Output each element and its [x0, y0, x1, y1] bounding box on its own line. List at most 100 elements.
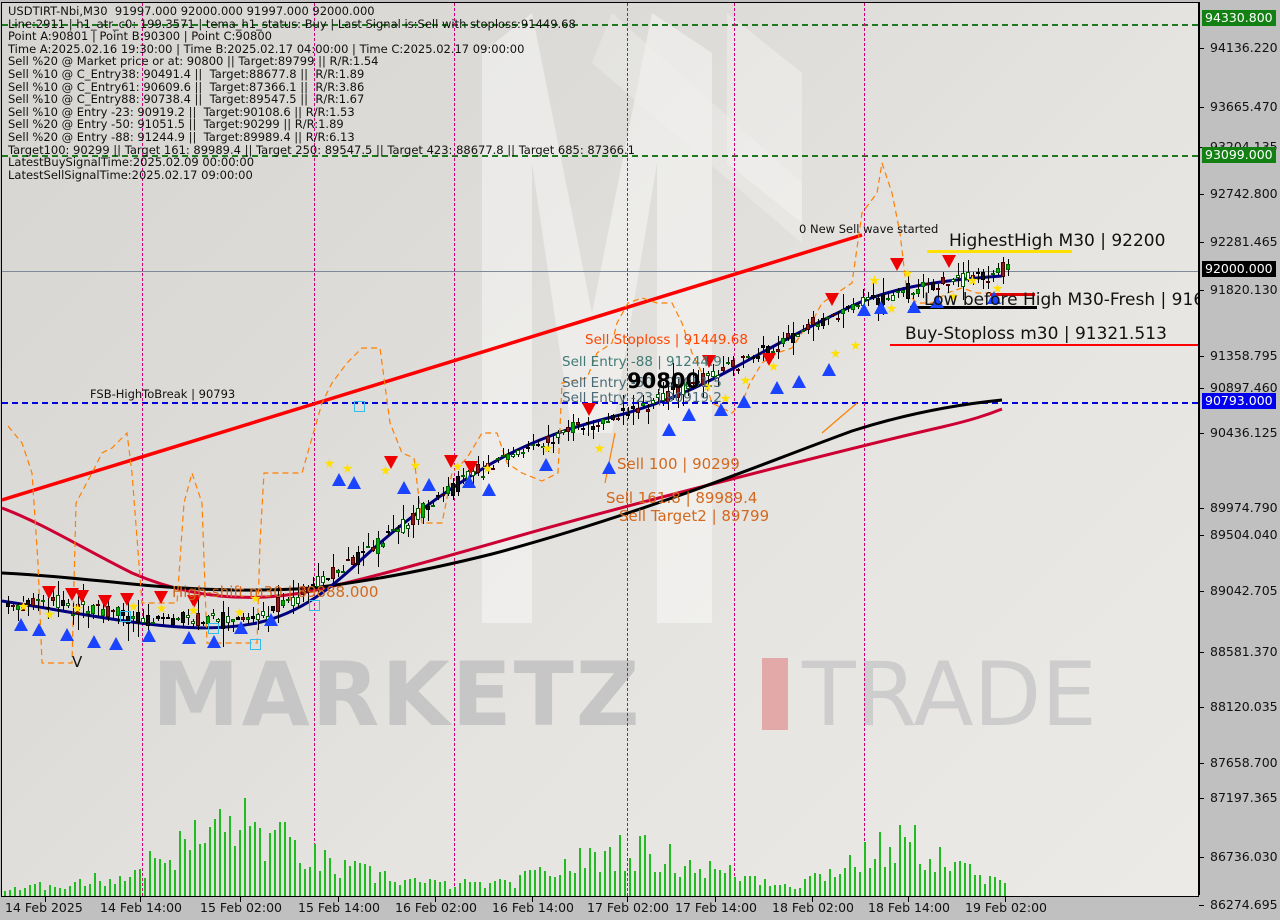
- candle-body[interactable]: [846, 306, 850, 309]
- candle-body[interactable]: [271, 606, 275, 611]
- candle-body[interactable]: [356, 551, 360, 565]
- candle-body[interactable]: [161, 616, 165, 619]
- candle-body[interactable]: [556, 433, 560, 439]
- buy-arrow-icon[interactable]: [682, 408, 696, 421]
- candle-body[interactable]: [396, 528, 400, 533]
- buy-arrow-icon[interactable]: [14, 618, 28, 631]
- candle-body[interactable]: [351, 556, 355, 565]
- buy-arrow-icon[interactable]: [60, 628, 74, 641]
- candle-body[interactable]: [736, 369, 740, 372]
- candle-body[interactable]: [746, 355, 750, 359]
- candle-body[interactable]: [636, 408, 640, 413]
- candle-body[interactable]: [971, 274, 975, 277]
- candle-body[interactable]: [786, 332, 790, 339]
- candle-body[interactable]: [631, 406, 635, 409]
- candle-body[interactable]: [896, 290, 900, 293]
- square-marker-icon[interactable]: [250, 639, 261, 650]
- star-marker-icon[interactable]: [702, 381, 713, 392]
- buy-arrow-icon[interactable]: [207, 635, 221, 648]
- candle-body[interactable]: [166, 617, 170, 620]
- annotation-sell-entry-50[interactable]: Sell Entry -50 | 91051.5: [562, 375, 722, 391]
- buy-arrow-icon[interactable]: [907, 300, 921, 313]
- candle-body[interactable]: [281, 600, 285, 606]
- candle-body[interactable]: [136, 612, 140, 623]
- star-marker-icon[interactable]: [324, 458, 335, 469]
- star-marker-icon[interactable]: [380, 465, 391, 476]
- candle-body[interactable]: [496, 457, 500, 461]
- candle-body[interactable]: [521, 452, 525, 455]
- candle-body[interactable]: [796, 334, 800, 337]
- candle-body[interactable]: [551, 441, 555, 444]
- sell-arrow-icon[interactable]: [42, 586, 56, 599]
- candle-body[interactable]: [606, 420, 610, 423]
- star-marker-icon[interactable]: [886, 303, 897, 314]
- candle-body[interactable]: [501, 454, 505, 457]
- buy-arrow-icon[interactable]: [264, 613, 278, 626]
- candle-body[interactable]: [376, 538, 380, 554]
- price-label-green[interactable]: 93099.000: [1202, 147, 1276, 163]
- candle-body[interactable]: [696, 380, 700, 383]
- buy-arrow-icon[interactable]: [182, 631, 196, 644]
- candle-body[interactable]: [946, 284, 950, 287]
- candle-body[interactable]: [691, 381, 695, 385]
- candle-body[interactable]: [611, 414, 615, 421]
- candle-body[interactable]: [956, 274, 960, 279]
- buy-arrow-icon[interactable]: [109, 637, 123, 650]
- candle-body[interactable]: [416, 507, 420, 521]
- candle-body[interactable]: [151, 622, 155, 624]
- star-marker-icon[interactable]: [948, 291, 959, 302]
- candle-body[interactable]: [71, 613, 75, 616]
- star-marker-icon[interactable]: [250, 593, 261, 604]
- candle-body[interactable]: [851, 304, 855, 311]
- star-marker-icon[interactable]: [452, 461, 463, 472]
- candle-body[interactable]: [906, 282, 910, 300]
- star-marker-icon[interactable]: [410, 460, 421, 471]
- buy-arrow-icon[interactable]: [602, 461, 616, 474]
- candle-body[interactable]: [181, 612, 185, 623]
- buy-arrow-icon[interactable]: [32, 623, 46, 636]
- candle-body[interactable]: [31, 597, 35, 606]
- candle-body[interactable]: [841, 308, 845, 315]
- buy-arrow-icon[interactable]: [770, 381, 784, 394]
- candle-body[interactable]: [926, 283, 930, 286]
- buy-arrow-icon[interactable]: [662, 423, 676, 436]
- candle-body[interactable]: [86, 611, 90, 614]
- candle-body[interactable]: [771, 350, 775, 353]
- candle-body[interactable]: [451, 482, 455, 496]
- annotation-sell-entry-88[interactable]: Sell Entry -88 | 91244.9: [562, 354, 722, 370]
- candle-body[interactable]: [546, 435, 550, 444]
- candle-body[interactable]: [981, 272, 985, 281]
- candle-body[interactable]: [216, 619, 220, 622]
- candle-body[interactable]: [891, 295, 895, 301]
- candle-body[interactable]: [656, 394, 660, 399]
- annotation-sell-target2[interactable]: Sell Target2 | 89799: [619, 507, 770, 525]
- candle-body[interactable]: [951, 278, 955, 282]
- candle-body[interactable]: [511, 453, 515, 457]
- annotation-v-marker[interactable]: V: [72, 653, 83, 671]
- candle-body[interactable]: [901, 290, 905, 293]
- price-axis[interactable]: 94136.22093665.47093204.13592742.8009228…: [1199, 2, 1280, 912]
- candle-body[interactable]: [756, 356, 760, 360]
- annotation-market-price-90800[interactable]: 90800: [627, 369, 701, 393]
- candle-body[interactable]: [941, 277, 945, 284]
- candle-body[interactable]: [671, 382, 675, 391]
- candle-body[interactable]: [41, 600, 45, 603]
- annotation-new-sell-wave[interactable]: 0 New Sell wave started: [799, 222, 939, 236]
- candle-body[interactable]: [931, 281, 935, 290]
- candle-body[interactable]: [121, 609, 125, 617]
- annotation-sell-161-8[interactable]: Sell 161.8 | 89989.4: [606, 489, 758, 507]
- candle-body[interactable]: [581, 427, 585, 430]
- candle-body[interactable]: [481, 476, 485, 479]
- candle-body[interactable]: [401, 518, 405, 534]
- annotation-highest-high[interactable]: HighestHigh M30 | 92200: [949, 231, 1166, 251]
- candle-body[interactable]: [826, 317, 830, 320]
- candle-body[interactable]: [316, 576, 320, 587]
- buy-arrow-icon[interactable]: [462, 475, 476, 488]
- star-marker-icon[interactable]: [18, 601, 29, 612]
- candle-body[interactable]: [791, 333, 795, 343]
- candle-body[interactable]: [56, 595, 60, 609]
- sell-arrow-icon[interactable]: [464, 461, 478, 474]
- candle-body[interactable]: [276, 597, 280, 612]
- square-marker-icon[interactable]: [354, 401, 365, 412]
- candle-body[interactable]: [371, 546, 375, 551]
